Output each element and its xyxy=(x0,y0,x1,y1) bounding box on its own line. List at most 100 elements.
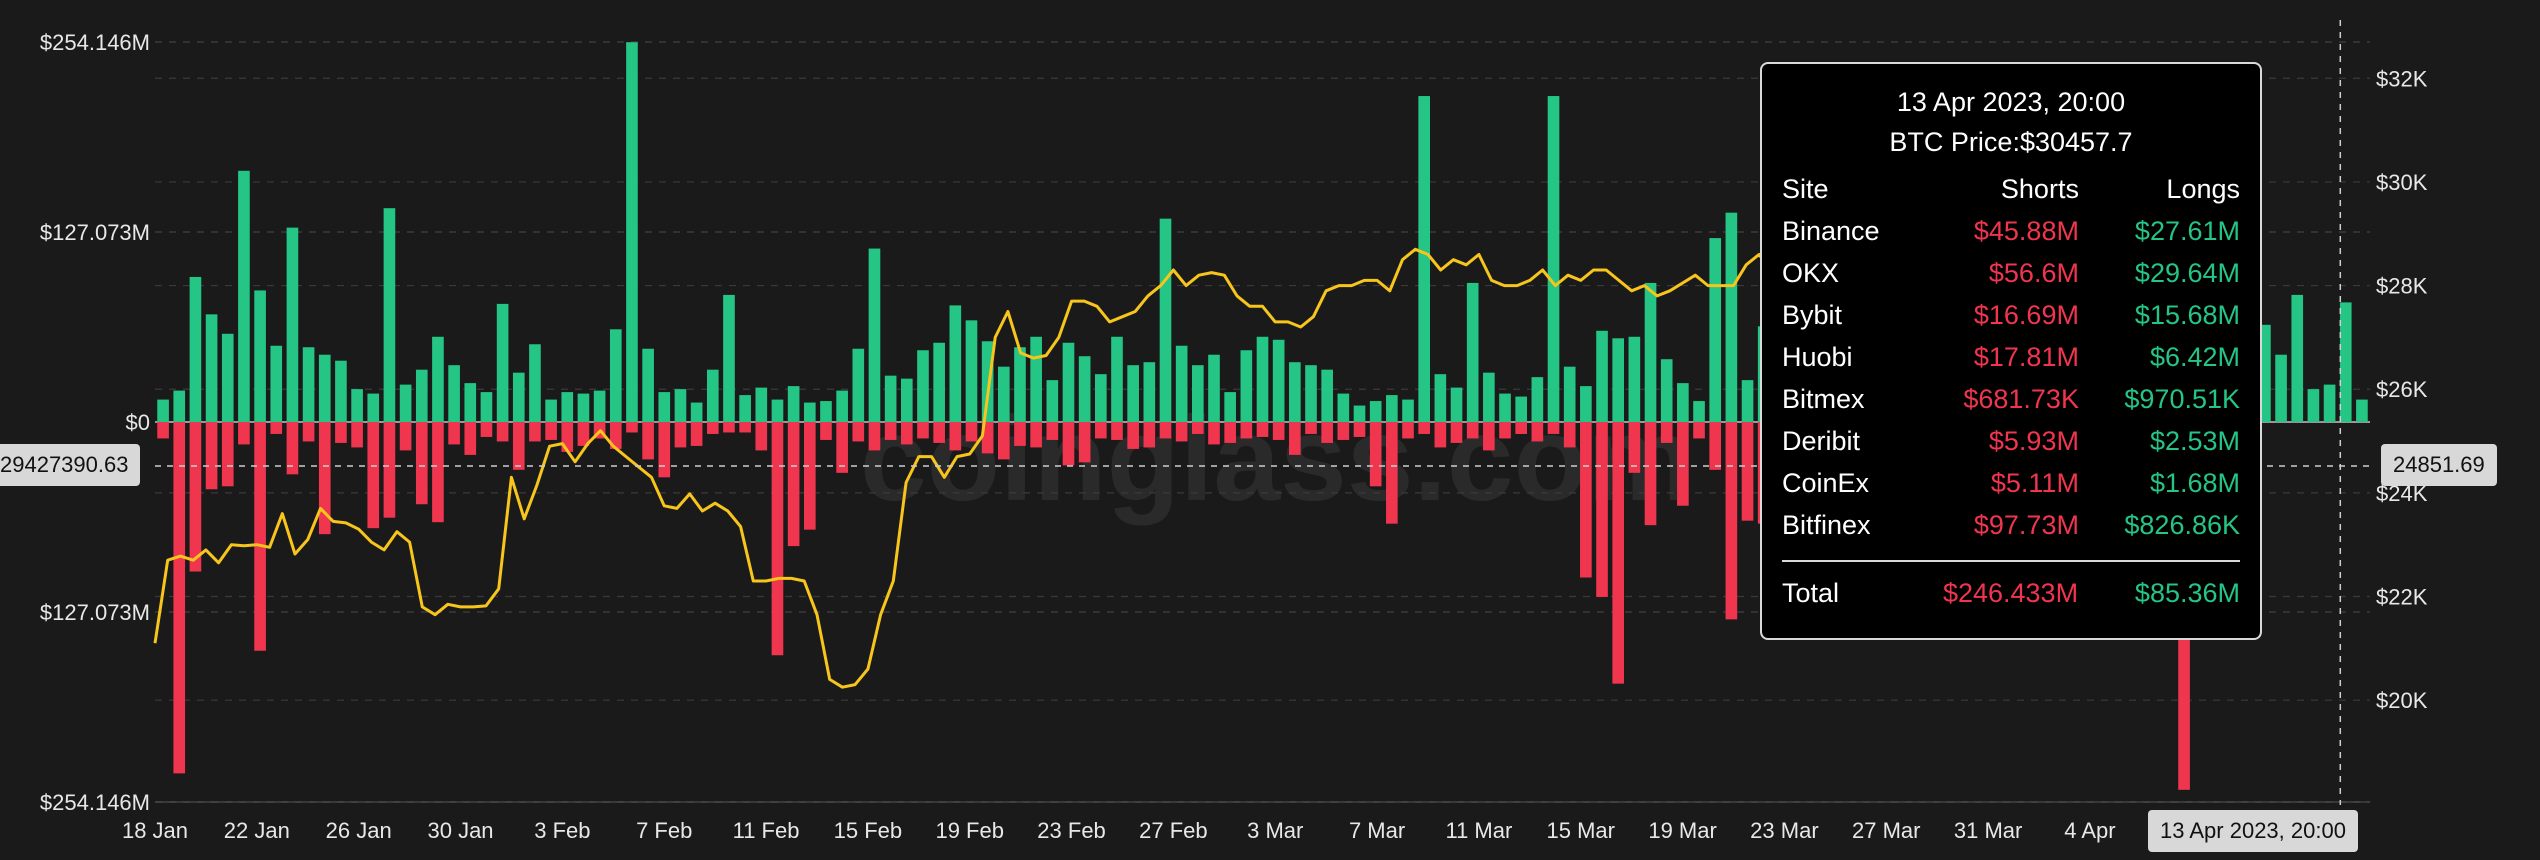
shorts-value: $5.93M xyxy=(1988,425,2079,456)
shorts-bar xyxy=(1256,422,1269,437)
longs-bar xyxy=(1725,212,1738,422)
x-tick-label: 18 Jan xyxy=(122,818,188,843)
shorts-value: $56.6M xyxy=(1988,257,2079,288)
total-shorts: $246.433M xyxy=(1942,577,2079,608)
longs-bar xyxy=(1046,380,1059,422)
longs-bar xyxy=(1208,354,1220,422)
longs-bar xyxy=(1127,365,1139,422)
longs-bar xyxy=(1192,365,1204,422)
longs-bar xyxy=(464,383,477,422)
x-tick-label: 15 Feb xyxy=(834,818,903,843)
tooltip-row: CoinEx $5.11M $1.68M xyxy=(1782,462,2240,504)
shorts-bar xyxy=(739,422,751,433)
shorts-bar xyxy=(189,422,202,572)
longs-bar xyxy=(981,341,994,422)
shorts-bar xyxy=(1660,422,1673,443)
longs-bar xyxy=(593,390,606,422)
longs-bar xyxy=(690,402,703,422)
shorts-bar xyxy=(1369,422,1382,487)
longs-bar xyxy=(512,372,525,422)
shorts-bar xyxy=(1030,422,1042,448)
shorts-bar xyxy=(464,422,477,455)
longs-bar xyxy=(626,42,638,423)
longs-bar xyxy=(270,345,283,422)
tooltip-header-site: Site xyxy=(1782,173,1829,204)
tooltip-divider xyxy=(1782,560,2240,562)
shorts-bar xyxy=(383,422,396,518)
tooltip-header-row: Site Shorts Longs xyxy=(1782,168,2240,210)
x-tick-label: 11 Mar xyxy=(1445,818,1512,843)
total-label: Total xyxy=(1782,577,1840,608)
longs-bar xyxy=(1547,96,1560,422)
shorts-bar xyxy=(1127,422,1139,449)
right-tick-label: $20K xyxy=(2376,688,2428,713)
longs-bar xyxy=(2323,384,2336,422)
longs-bar xyxy=(965,320,978,422)
longs-bar xyxy=(302,347,315,422)
site-name: Bitfinex xyxy=(1782,509,1871,540)
tooltip-row: OKX $56.6M $29.64M xyxy=(1782,252,2240,294)
x-tick-label: 19 Feb xyxy=(935,818,1004,843)
longs-bar xyxy=(351,389,363,422)
right-tick-label: $30K xyxy=(2376,170,2428,195)
longs-bar xyxy=(1402,399,1414,422)
x-tick-label: 23 Feb xyxy=(1037,818,1106,843)
shorts-bar xyxy=(836,422,848,473)
longs-bar xyxy=(432,336,444,422)
tooltip-row: Bybit $16.69M $15.68M xyxy=(1782,294,2240,336)
longs-value: $27.61M xyxy=(2134,215,2240,246)
shorts-bar xyxy=(1224,422,1236,443)
left-tick-label: $127.073M xyxy=(40,600,150,625)
shorts-bar xyxy=(1386,422,1398,524)
x-tick-label: 26 Jan xyxy=(326,818,392,843)
longs-bar xyxy=(1240,350,1253,422)
longs-bar xyxy=(1078,356,1091,422)
longs-bar xyxy=(448,365,460,422)
shorts-bar xyxy=(609,422,622,449)
shorts-value: $5.11M xyxy=(1990,467,2079,498)
longs-bar xyxy=(1256,336,1269,422)
shorts-bar xyxy=(1353,422,1366,437)
longs-bar xyxy=(2291,294,2304,422)
total-longs: $85.36M xyxy=(2134,577,2240,608)
longs-bar xyxy=(1386,395,1398,422)
shorts-value: $45.88M xyxy=(1973,215,2079,246)
shorts-bar xyxy=(367,422,380,529)
longs-bar xyxy=(933,342,945,422)
shorts-bar xyxy=(448,422,460,445)
longs-bar xyxy=(868,248,881,422)
longs-bar xyxy=(238,170,250,422)
shorts-bar xyxy=(1046,422,1059,440)
x-tick-label: 3 Feb xyxy=(534,818,590,843)
longs-bar xyxy=(1515,396,1528,422)
longs-bar xyxy=(1660,359,1673,422)
longs-bar xyxy=(1030,336,1042,422)
shorts-bar xyxy=(512,422,525,470)
longs-bar xyxy=(836,390,848,422)
longs-bar xyxy=(755,387,768,422)
longs-bar xyxy=(1305,365,1317,422)
shorts-bar xyxy=(1741,422,1754,521)
shorts-bar xyxy=(1305,422,1317,434)
site-name: Bybit xyxy=(1782,299,1843,330)
shorts-bar xyxy=(723,422,735,433)
shorts-bar xyxy=(1240,422,1253,439)
longs-bar xyxy=(884,375,897,422)
site-name: Deribit xyxy=(1782,425,1861,456)
longs-bar xyxy=(1111,336,1123,422)
crosshair-time-label: 13 Apr 2023, 20:00 xyxy=(2148,810,2358,852)
longs-bar xyxy=(1450,387,1463,422)
tooltip-total-row: Total $246.433M $85.36M xyxy=(1782,572,2240,614)
longs-bar xyxy=(561,392,574,422)
longs-bar xyxy=(577,393,590,422)
shorts-value: $17.81M xyxy=(1973,341,2079,372)
longs-bar xyxy=(529,344,541,422)
right-axis: $32K$30K$28K$26K$24K$22K$20K xyxy=(2376,66,2428,713)
longs-bar xyxy=(383,208,396,422)
shorts-bar xyxy=(1192,422,1204,434)
shorts-bar xyxy=(173,422,186,774)
shorts-bar xyxy=(1547,422,1560,434)
longs-bar xyxy=(1677,383,1689,422)
tooltip-row: Deribit $5.93M $2.53M xyxy=(1782,420,2240,462)
